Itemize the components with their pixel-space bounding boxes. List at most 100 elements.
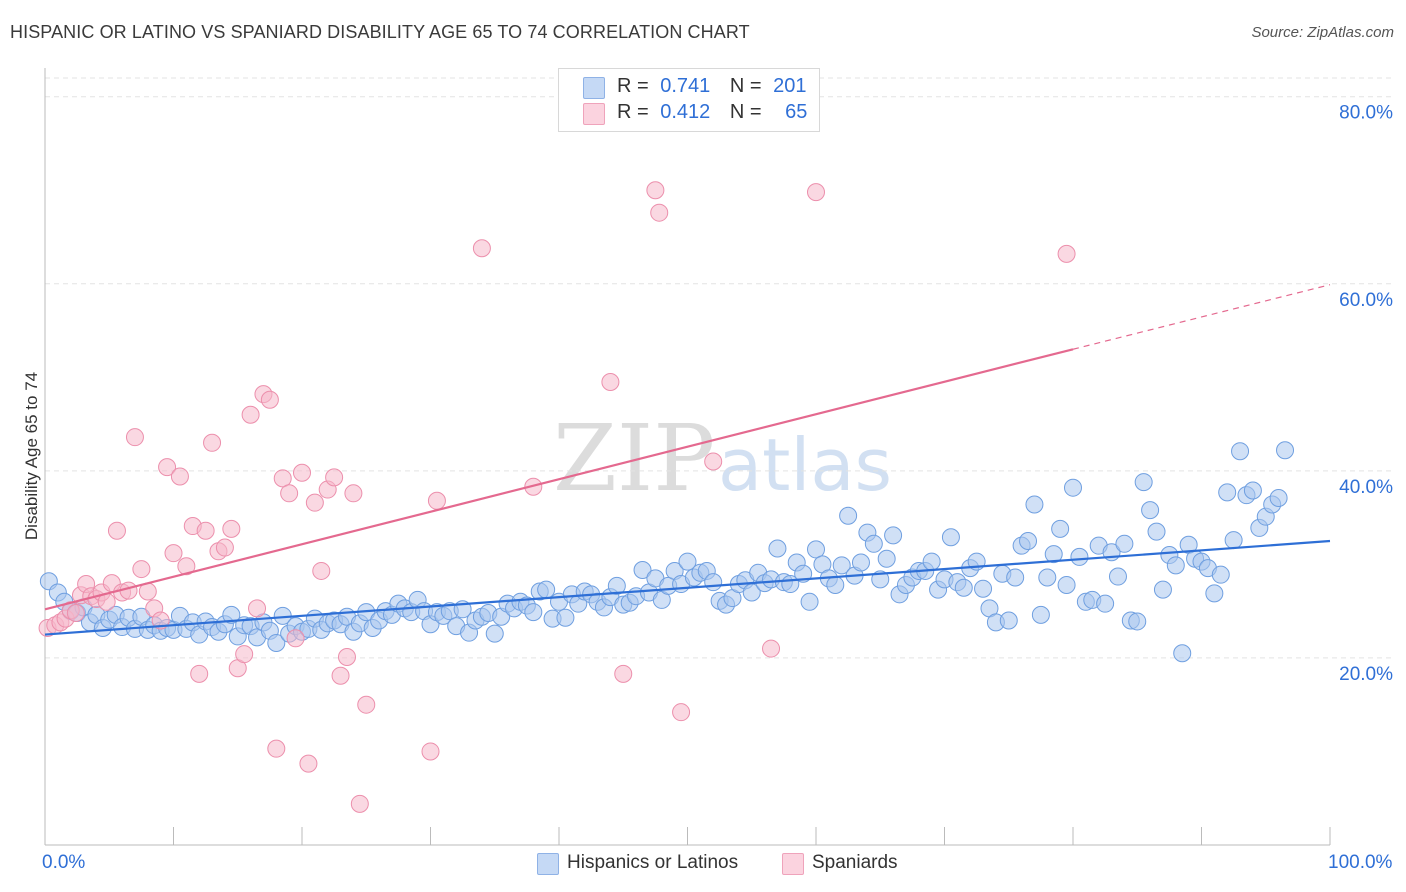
- trend-line-hispanic: [44, 539, 1331, 636]
- data-point-spaniard: [273, 469, 292, 488]
- data-point-hispanic: [768, 539, 787, 558]
- legend-n-label: N =: [729, 75, 762, 97]
- data-point-spaniard: [344, 484, 363, 503]
- data-point-hispanic: [1070, 547, 1089, 566]
- watermark-zip: ZIP: [553, 405, 715, 512]
- data-point-spaniard: [312, 561, 331, 580]
- data-point-hispanic: [941, 528, 960, 547]
- data-point-hispanic: [1218, 483, 1237, 502]
- data-point-spaniard: [650, 203, 669, 222]
- legend-swatch-hispanic: [583, 77, 605, 99]
- data-point-hispanic: [832, 556, 851, 575]
- legend-r-label: R =: [617, 75, 649, 97]
- data-point-spaniard: [421, 742, 440, 761]
- data-point-spaniard: [807, 183, 825, 202]
- data-point-hispanic: [1205, 584, 1224, 603]
- data-point-spaniard: [222, 519, 241, 538]
- data-point-spaniard: [286, 629, 305, 648]
- data-point-hispanic: [922, 552, 941, 571]
- data-point-hispanic: [1019, 532, 1038, 551]
- data-point-hispanic: [1064, 478, 1082, 497]
- data-point-spaniard: [260, 390, 279, 409]
- data-point-spaniard: [280, 484, 299, 503]
- data-point-spaniard: [177, 557, 196, 576]
- series-spaniard-points: [38, 181, 1076, 813]
- data-point-hispanic: [633, 561, 652, 580]
- data-point-hispanic: [1147, 522, 1166, 541]
- data-point-hispanic: [1128, 612, 1147, 631]
- data-point-spaniard: [350, 794, 369, 813]
- data-point-spaniard: [215, 538, 234, 557]
- watermark-atlas: atlas: [718, 423, 892, 507]
- data-point-hispanic: [1211, 565, 1230, 584]
- data-point-hispanic: [1153, 580, 1172, 599]
- source-credit: Source: ZipAtlas.com: [1251, 24, 1394, 41]
- data-point-spaniard: [305, 493, 324, 512]
- data-point-spaniard: [158, 458, 177, 477]
- y-axis-label: Disability Age 65 to 74: [22, 371, 41, 541]
- data-point-spaniard: [704, 452, 723, 471]
- x-tick-label-max: 100.0%: [1328, 852, 1393, 873]
- legend-swatch-spaniard: [583, 103, 605, 125]
- data-point-hispanic: [974, 579, 993, 598]
- data-point-spaniard: [132, 560, 151, 579]
- data-point-spaniard: [235, 645, 254, 664]
- data-point-spaniard: [337, 647, 356, 666]
- data-point-spaniard: [203, 433, 222, 452]
- data-point-hispanic: [1231, 442, 1250, 461]
- data-point-hispanic: [678, 552, 697, 571]
- chart-title: HISPANIC OR LATINO VS SPANIARD DISABILIT…: [10, 22, 750, 42]
- data-point-spaniard: [646, 181, 665, 200]
- data-point-spaniard: [170, 467, 189, 486]
- data-point-hispanic: [704, 573, 723, 592]
- data-point-hispanic: [1096, 594, 1115, 613]
- data-point-hispanic: [607, 576, 626, 595]
- data-point-hispanic: [537, 580, 556, 599]
- data-point-spaniard: [357, 695, 376, 714]
- data-point-hispanic: [1051, 519, 1070, 538]
- legend-label-hispanic: Hispanics or Latinos: [567, 852, 739, 873]
- data-point-hispanic: [524, 603, 543, 622]
- data-point-spaniard: [1057, 244, 1076, 263]
- data-point-spaniard: [325, 468, 344, 487]
- data-point-hispanic: [1108, 567, 1127, 586]
- trend-line-spaniard: [44, 348, 1074, 611]
- data-point-hispanic: [884, 526, 903, 545]
- data-point-hispanic: [1166, 556, 1185, 575]
- data-point-hispanic: [1115, 534, 1134, 553]
- data-point-hispanic: [826, 575, 845, 594]
- legend-swatch-spaniard: [782, 853, 804, 875]
- data-point-spaniard: [299, 754, 318, 773]
- data-point-spaniard: [427, 491, 446, 510]
- data-point-spaniard: [267, 739, 286, 758]
- legend-r-value: 0.741: [660, 75, 711, 97]
- data-point-hispanic: [1134, 473, 1153, 492]
- data-point-spaniard: [66, 604, 85, 623]
- y-tick-label: 40.0%: [1339, 477, 1393, 498]
- data-point-hispanic: [864, 534, 883, 553]
- correlation-legend: R = 0.741 N = 201 R = 0.412 N = 65: [558, 68, 820, 132]
- data-point-hispanic: [1044, 545, 1063, 564]
- data-point-hispanic: [800, 592, 819, 611]
- data-point-hispanic: [1057, 575, 1076, 594]
- data-point-spaniard: [672, 703, 691, 722]
- data-point-spaniard: [107, 521, 126, 540]
- data-point-spaniard: [601, 372, 620, 391]
- legend-r-label: R =: [617, 101, 649, 123]
- data-point-hispanic: [1031, 605, 1050, 624]
- data-point-spaniard: [762, 639, 781, 658]
- data-point-spaniard: [248, 599, 267, 618]
- data-point-spaniard: [472, 239, 491, 258]
- data-point-hispanic: [1141, 501, 1160, 520]
- data-point-spaniard: [614, 664, 633, 683]
- data-point-hispanic: [1006, 568, 1025, 587]
- data-point-spaniard: [293, 463, 311, 482]
- legend-label-spaniard: Spaniards: [812, 852, 898, 873]
- data-point-hispanic: [999, 611, 1018, 630]
- legend-r-value: 0.412: [660, 101, 711, 123]
- data-point-hispanic: [851, 553, 870, 572]
- x-tick-label-min: 0.0%: [42, 852, 86, 873]
- data-point-hispanic: [1243, 481, 1262, 500]
- data-point-hispanic: [807, 540, 825, 559]
